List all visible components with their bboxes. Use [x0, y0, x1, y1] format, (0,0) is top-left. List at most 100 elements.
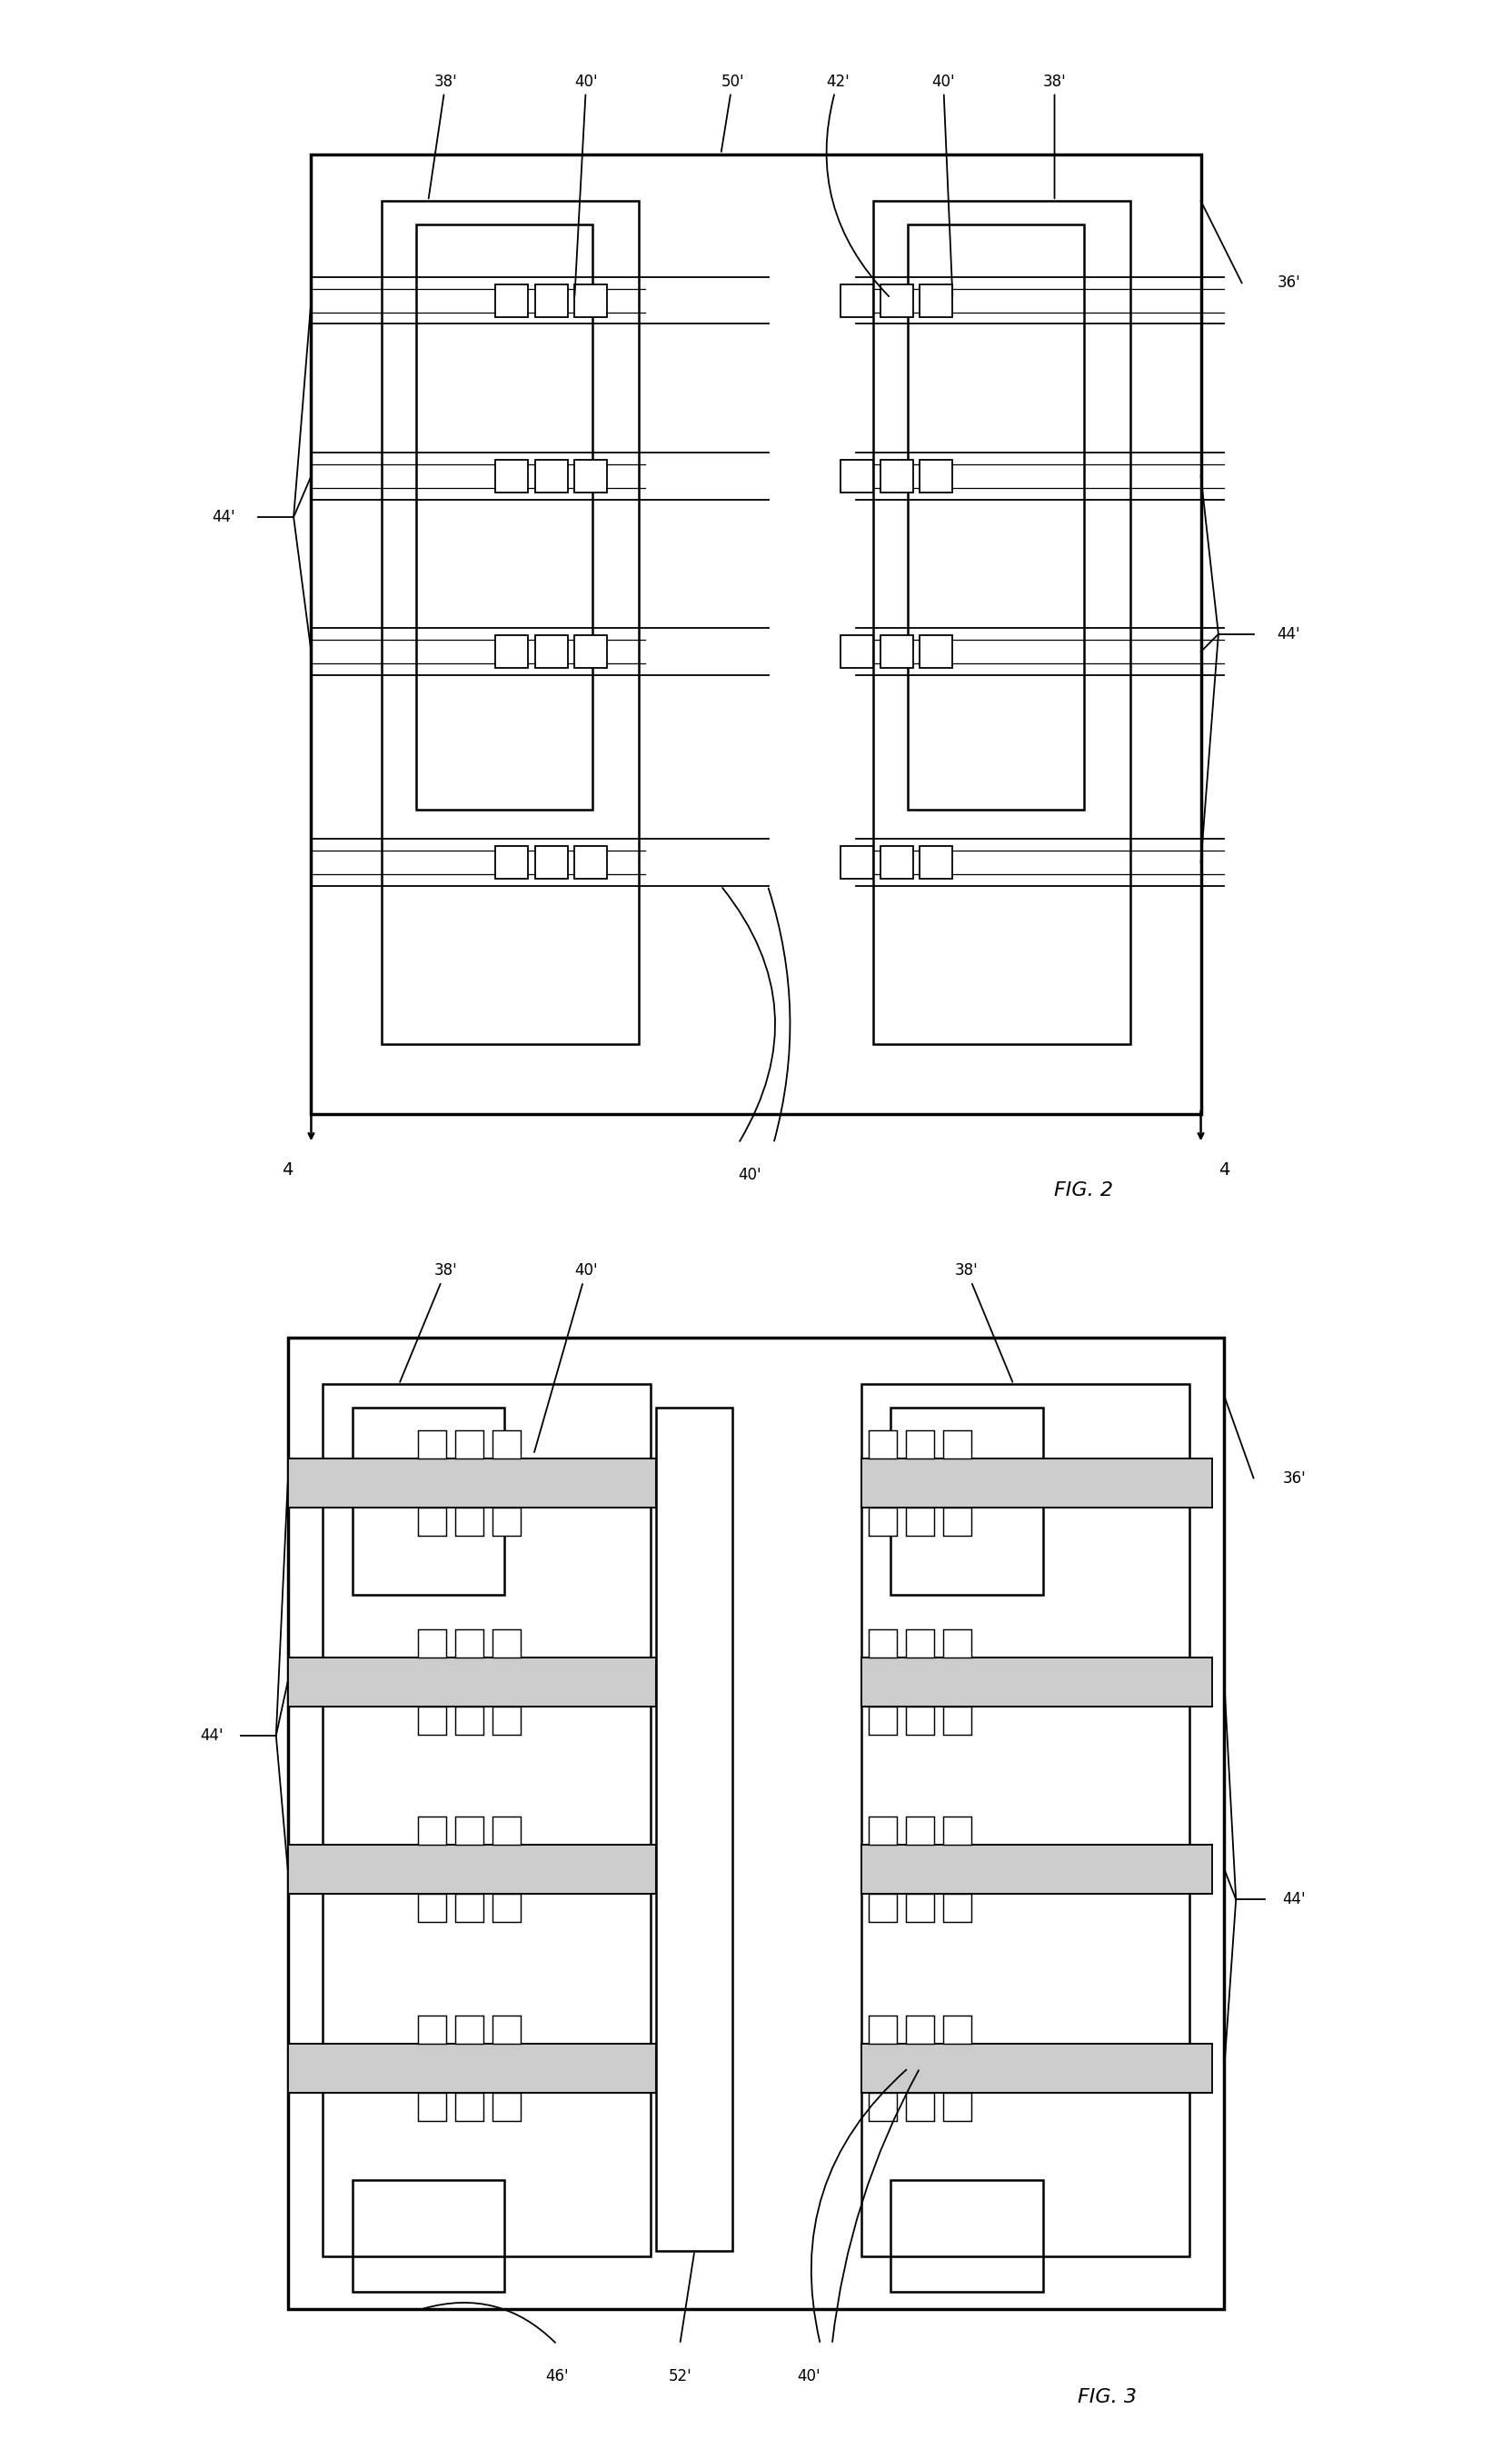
Bar	[324, 1385, 650, 2256]
Bar	[868, 1429, 897, 1459]
Bar	[417, 2015, 446, 2044]
Text: 4: 4	[283, 1161, 293, 1178]
Bar	[494, 283, 528, 317]
Bar	[868, 1893, 897, 1922]
Bar	[287, 2044, 656, 2093]
Bar	[417, 1429, 446, 1459]
Text: 44': 44'	[1282, 1890, 1306, 1907]
Bar	[891, 1407, 1043, 1595]
Text: 44': 44'	[212, 510, 234, 524]
Bar	[906, 1429, 934, 1459]
Bar	[575, 846, 608, 878]
Bar	[868, 1507, 897, 1537]
Bar	[417, 1507, 446, 1537]
Text: 40': 40'	[797, 2368, 821, 2385]
Bar	[455, 1707, 484, 1734]
Text: 46': 46'	[546, 2368, 569, 2385]
Bar	[493, 1507, 520, 1537]
Bar	[841, 459, 872, 493]
Text: 52': 52'	[668, 2368, 691, 2385]
Text: 42': 42'	[826, 73, 889, 295]
Text: 38': 38'	[428, 73, 458, 198]
Bar	[841, 283, 872, 317]
Bar	[455, 1817, 484, 1844]
Bar	[906, 1893, 934, 1922]
Bar	[352, 1407, 505, 1595]
Bar	[287, 1656, 656, 1707]
Bar	[493, 1629, 520, 1656]
Bar	[943, 1893, 971, 1922]
Bar	[909, 224, 1084, 810]
Bar	[575, 283, 608, 317]
Bar	[880, 459, 913, 493]
Bar	[656, 1407, 733, 2251]
Bar	[943, 2015, 971, 2044]
Text: 40': 40'	[931, 73, 956, 295]
Bar	[494, 634, 528, 668]
Bar	[862, 1459, 1213, 1507]
Bar	[872, 200, 1131, 1044]
Bar	[455, 1507, 484, 1537]
Bar	[906, 1817, 934, 1844]
Bar	[906, 1629, 934, 1656]
Bar	[919, 283, 953, 317]
Bar	[880, 283, 913, 317]
Bar	[287, 1844, 656, 1893]
Bar	[880, 634, 913, 668]
Bar	[906, 1507, 934, 1537]
Bar	[417, 1707, 446, 1734]
Bar	[919, 634, 953, 668]
Text: FIG. 3: FIG. 3	[1078, 2388, 1137, 2407]
Bar	[841, 634, 872, 668]
Bar	[868, 2015, 897, 2044]
Bar	[906, 1707, 934, 1734]
Bar	[455, 2093, 484, 2122]
Bar	[535, 634, 567, 668]
Bar	[868, 1817, 897, 1844]
Text: 38': 38'	[1043, 73, 1066, 198]
Text: 4: 4	[1219, 1161, 1229, 1178]
Bar	[575, 459, 608, 493]
Bar	[493, 1893, 520, 1922]
Bar	[943, 1429, 971, 1459]
Bar	[891, 2180, 1043, 2293]
Text: 40': 40'	[575, 73, 597, 295]
Bar	[493, 1817, 520, 1844]
Bar	[943, 1629, 971, 1656]
Bar	[493, 1707, 520, 1734]
Bar	[287, 1337, 1225, 2310]
Bar	[535, 846, 567, 878]
Text: 40': 40'	[738, 1166, 762, 1183]
Bar	[381, 200, 640, 1044]
Bar	[943, 1817, 971, 1844]
Bar	[311, 154, 1201, 1115]
Text: 40': 40'	[534, 1263, 597, 1451]
Bar	[352, 2180, 505, 2293]
Text: 44': 44'	[200, 1727, 224, 1744]
Bar	[880, 846, 913, 878]
Bar	[416, 224, 593, 810]
Text: 44': 44'	[1278, 627, 1300, 641]
Bar	[535, 283, 567, 317]
Bar	[417, 1817, 446, 1844]
Bar	[417, 1893, 446, 1922]
Bar	[862, 1385, 1188, 2256]
Bar	[455, 2015, 484, 2044]
Bar	[862, 1656, 1213, 1707]
Bar	[455, 1893, 484, 1922]
Text: 38': 38'	[399, 1263, 458, 1383]
Bar	[535, 459, 567, 493]
Bar	[906, 2015, 934, 2044]
Bar	[841, 846, 872, 878]
Bar	[943, 1707, 971, 1734]
Bar	[287, 1459, 656, 1507]
Bar	[906, 2093, 934, 2122]
Text: FIG. 2: FIG. 2	[1054, 1180, 1113, 1200]
Text: 36': 36'	[1278, 276, 1300, 290]
Bar	[862, 1844, 1213, 1893]
Bar	[493, 1429, 520, 1459]
Bar	[494, 846, 528, 878]
Bar	[943, 1507, 971, 1537]
Bar	[493, 2093, 520, 2122]
Text: 36': 36'	[1282, 1471, 1306, 1485]
